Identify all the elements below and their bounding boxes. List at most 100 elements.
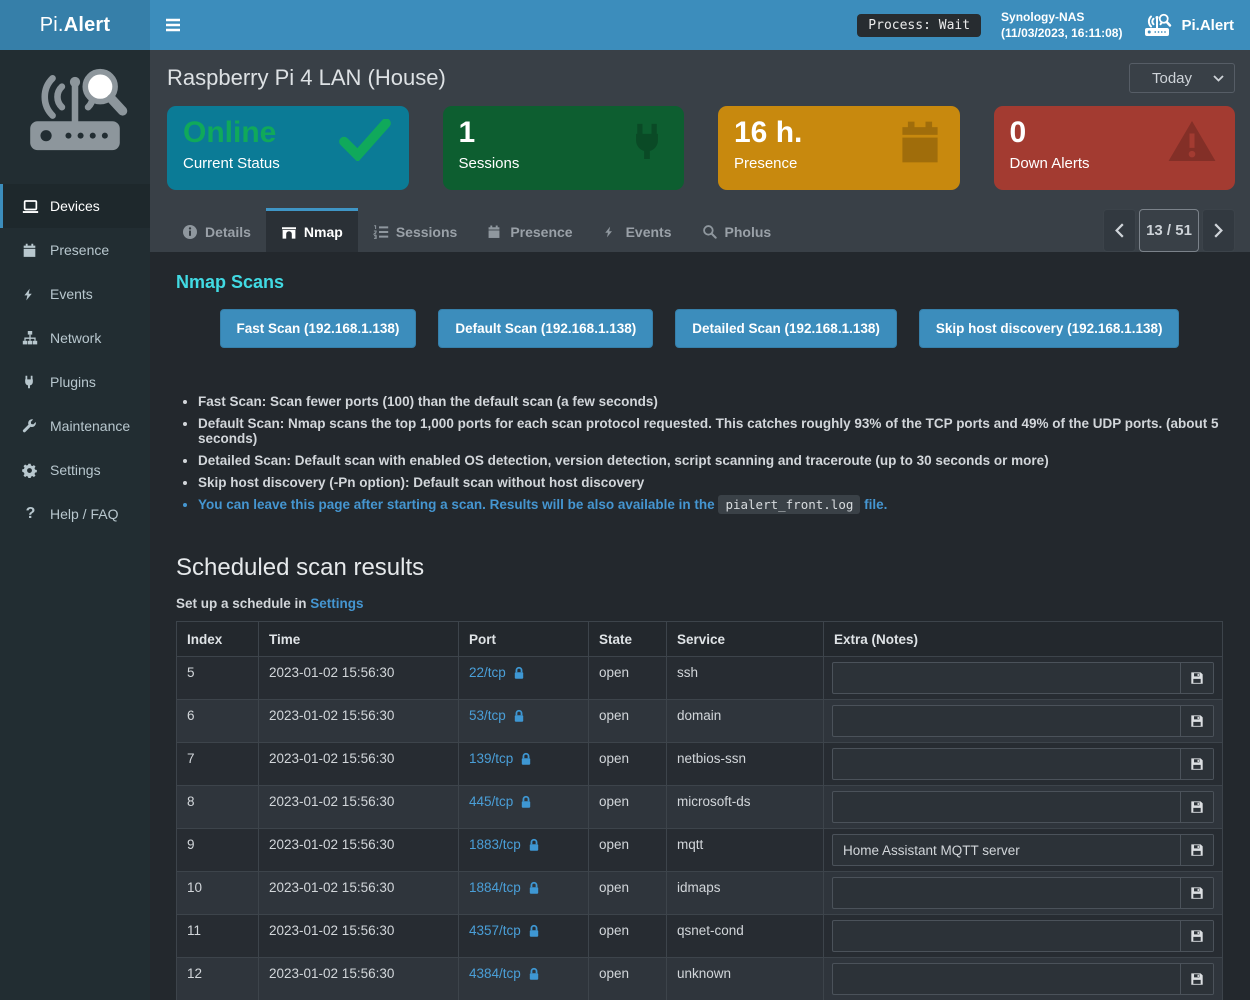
cell-service: netbios-ssn — [666, 742, 824, 786]
save-icon — [1190, 886, 1204, 900]
cell-service: qsnet-cond — [666, 914, 824, 958]
skip-host-discovery-button[interactable]: Skip host discovery (192.168.1.138) — [918, 309, 1180, 348]
save-note-button[interactable] — [1180, 706, 1213, 736]
cell-state: open — [588, 742, 667, 786]
tab-presence[interactable]: Presence — [472, 208, 587, 252]
sidebar-item-label: Presence — [50, 242, 110, 258]
note-input[interactable] — [833, 749, 1180, 779]
cell-note — [823, 656, 1223, 700]
sidebar-item-events[interactable]: Events — [0, 272, 150, 316]
sidebar-toggle-button[interactable] — [150, 0, 196, 50]
save-note-button[interactable] — [1180, 835, 1213, 865]
note-input[interactable] — [833, 964, 1180, 994]
tab-details[interactable]: Details — [167, 208, 266, 252]
default-scan-button[interactable]: Default Scan (192.168.1.138) — [438, 309, 654, 348]
cell-service: domain — [666, 699, 824, 743]
sidebar-item-presence[interactable]: Presence — [0, 228, 150, 272]
port-link[interactable]: 53/tcp — [469, 708, 525, 723]
sidebar-item-devices[interactable]: Devices — [0, 184, 150, 228]
down-alerts-card[interactable]: 0 Down Alerts — [993, 106, 1235, 190]
scan-description-item: Default Scan: Nmap scans the top 1,000 p… — [198, 416, 1223, 446]
fast-scan-button[interactable]: Fast Scan (192.168.1.138) — [219, 309, 417, 348]
scan-description-item: Fast Scan: Scan fewer ports (100) than t… — [198, 394, 1223, 409]
tab-label: Pholus — [724, 223, 772, 240]
port-text: 22/tcp — [469, 665, 506, 680]
sessions-card[interactable]: 1 Sessions — [442, 106, 684, 190]
sidebar-item-help-faq[interactable]: ? Help / FAQ — [0, 492, 150, 536]
sidebar-item-network[interactable]: Network — [0, 316, 150, 360]
prev-device-button[interactable] — [1103, 209, 1136, 252]
tab-events[interactable]: Events — [588, 208, 687, 252]
detailed-scan-button[interactable]: Detailed Scan (192.168.1.138) — [675, 309, 897, 348]
sidebar-item-settings[interactable]: Settings — [0, 448, 150, 492]
search-icon — [702, 224, 718, 239]
note-input[interactable] — [833, 878, 1180, 908]
port-link[interactable]: 4384/tcp — [469, 966, 540, 981]
sidebar-item-label: Network — [50, 330, 102, 346]
port-text: 4357/tcp — [469, 923, 521, 938]
card-label: Presence — [734, 154, 798, 172]
note-input[interactable] — [833, 792, 1180, 822]
port-text: 1884/tcp — [469, 880, 521, 895]
save-note-button[interactable] — [1180, 964, 1213, 994]
cell-port: 139/tcp — [458, 742, 589, 786]
save-icon — [1190, 757, 1204, 771]
nmap-tab-pane: Nmap Scans Fast Scan (192.168.1.138) Def… — [150, 252, 1250, 1000]
note-input[interactable] — [833, 663, 1180, 693]
save-note-button[interactable] — [1180, 792, 1213, 822]
tab-pholus[interactable]: Pholus — [687, 208, 787, 252]
app-identity[interactable]: Pi.Alert — [1142, 12, 1234, 38]
note-text: file. — [860, 497, 888, 512]
cell-time: 2023-01-02 15:56:30 — [258, 699, 459, 743]
scan-description-item: Detailed Scan: Default scan with enabled… — [198, 453, 1223, 468]
cell-time: 2023-01-02 15:56:30 — [258, 871, 459, 915]
col-header-service: Service — [666, 621, 824, 657]
port-text: 53/tcp — [469, 708, 506, 723]
note-input[interactable] — [833, 706, 1180, 736]
save-note-button[interactable] — [1180, 749, 1213, 779]
scheduled-results-heading: Scheduled scan results — [176, 554, 425, 581]
note-input[interactable] — [833, 835, 1180, 865]
port-link[interactable]: 22/tcp — [469, 665, 525, 680]
presence-value: 16 h. — [734, 116, 803, 149]
cell-port: 1883/tcp — [458, 828, 589, 872]
current-status-card[interactable]: Online Current Status — [167, 106, 409, 190]
sidebar-item-plugins[interactable]: Plugins — [0, 360, 150, 404]
save-note-button[interactable] — [1180, 921, 1213, 951]
question-icon: ? — [25, 505, 36, 522]
settings-link[interactable]: Settings — [310, 596, 364, 611]
port-link[interactable]: 4357/tcp — [469, 923, 540, 938]
port-text: 139/tcp — [469, 751, 514, 766]
down-alerts-value: 0 — [1009, 116, 1027, 149]
cell-note — [823, 914, 1223, 958]
port-link[interactable]: 1883/tcp — [469, 837, 540, 852]
tab-nmap[interactable]: Nmap — [265, 208, 358, 252]
presence-card[interactable]: 16 h. Presence — [718, 106, 960, 190]
next-device-button[interactable] — [1202, 209, 1235, 252]
page-title: Raspberry Pi 4 LAN (House) — [167, 65, 446, 90]
note-input[interactable] — [833, 921, 1180, 951]
sidebar-item-maintenance[interactable]: Maintenance — [0, 404, 150, 448]
save-icon — [1190, 929, 1204, 943]
col-header-index: Index — [176, 621, 259, 657]
cell-port: 1884/tcp — [458, 871, 589, 915]
port-link[interactable]: 445/tcp — [469, 794, 532, 809]
cell-service: idmaps — [666, 871, 824, 915]
save-note-button[interactable] — [1180, 663, 1213, 693]
note-input-group — [832, 705, 1214, 737]
period-select[interactable]: Today — [1129, 63, 1235, 93]
hint-text: Set up a schedule in — [176, 596, 311, 611]
note-input-group — [832, 877, 1214, 909]
scan-result-row: 8 2023-01-02 15:56:30 445/tcp open micro… — [176, 785, 1223, 829]
port-link[interactable]: 139/tcp — [469, 751, 532, 766]
lock-icon — [513, 709, 525, 723]
tab-sessions[interactable]: Sessions — [358, 208, 472, 252]
cell-port: 53/tcp — [458, 699, 589, 743]
save-note-button[interactable] — [1180, 878, 1213, 908]
save-icon — [1190, 671, 1204, 685]
note-input-group — [832, 748, 1214, 780]
bolt-icon — [603, 226, 619, 238]
port-link[interactable]: 1884/tcp — [469, 880, 540, 895]
tab-label: Events — [625, 223, 672, 240]
brand-logo[interactable]: Pi.Alert — [0, 0, 150, 50]
